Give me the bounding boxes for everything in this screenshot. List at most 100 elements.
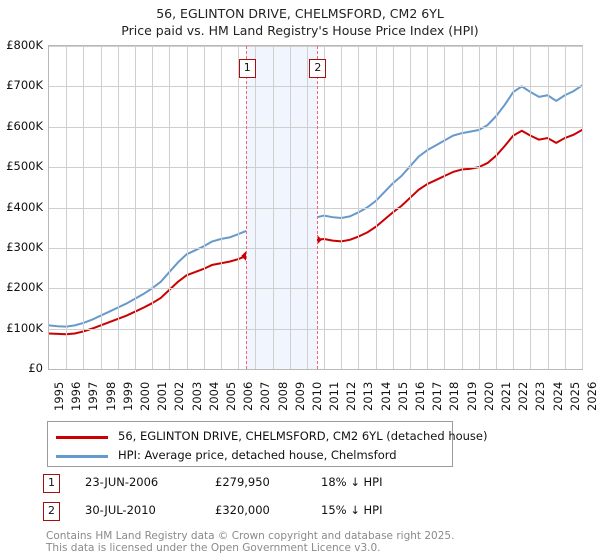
x-axis-tick-label: 1996 [69, 381, 84, 411]
gridline-vertical [134, 46, 136, 369]
legend-label: 56, EGLINTON DRIVE, CHELMSFORD, CM2 6YL … [118, 429, 488, 443]
x-axis-tick-label: 2007 [258, 381, 273, 411]
gridline-vertical [341, 46, 343, 369]
gridline-vertical [324, 46, 326, 369]
x-axis-tick-label: 2011 [327, 381, 342, 411]
transactions-table: 1 23-JUN-2006 £279,950 18% ↓ HPI 2 30-JUL-201… [43, 474, 463, 530]
gridline-vertical [444, 46, 446, 369]
x-axis-tick-label: 2005 [223, 381, 238, 411]
transaction-marker-line [246, 46, 248, 369]
footer-line-1: Contains HM Land Registry data © Crown c… [46, 530, 455, 542]
gridline-horizontal [49, 247, 582, 249]
gridline-vertical [410, 46, 412, 369]
gridline-vertical [186, 46, 188, 369]
x-axis-tick-label: 2004 [206, 381, 221, 411]
x-axis-tick-label: 2018 [447, 381, 462, 411]
gridline-vertical [564, 46, 566, 369]
gridline-horizontal [49, 328, 582, 330]
x-axis-tick-label: 1995 [52, 381, 66, 411]
gridline-vertical [392, 46, 394, 369]
x-axis-tick-label: 2006 [241, 381, 256, 411]
gridline-vertical [272, 46, 274, 369]
transaction-index-badge: 1 [43, 474, 60, 493]
gridline-vertical [220, 46, 222, 369]
chart-legend: 56, EGLINTON DRIVE, CHELMSFORD, CM2 6YL … [47, 421, 488, 467]
transaction-callout-1[interactable]: 1 [238, 59, 256, 78]
legend-color-swatch [56, 455, 108, 458]
x-axis-tick-label: 2012 [344, 381, 359, 411]
gridline-vertical [66, 46, 68, 369]
table-row[interactable]: 1 23-JUN-2006 £279,950 18% ↓ HPI [43, 474, 463, 502]
transaction-price: £279,950 [215, 475, 270, 489]
table-row[interactable]: 2 30-JUL-2010 £320,000 15% ↓ HPI [43, 502, 463, 530]
gridline-vertical [461, 46, 463, 369]
x-axis-tick-label: 2021 [499, 381, 514, 411]
gridline-vertical [582, 46, 583, 369]
footer-attribution: Contains HM Land Registry data © Crown c… [46, 530, 586, 554]
gridline-vertical [289, 46, 291, 369]
chart-title-block: 56, EGLINTON DRIVE, CHELMSFORD, CM2 6YL … [0, 0, 600, 39]
transaction-hpi-delta: 15% ↓ HPI [321, 503, 383, 517]
x-axis-tick-label: 2001 [155, 381, 170, 411]
transaction-price: £320,000 [215, 503, 270, 517]
gridline-vertical [238, 46, 240, 369]
gridline-vertical [496, 46, 498, 369]
page-subtitle: Price paid vs. HM Land Registry's House … [121, 23, 479, 38]
x-axis-tick-label: 1999 [120, 381, 135, 411]
x-axis-tick-label: 2003 [189, 381, 204, 411]
gridline-vertical [547, 46, 549, 369]
x-axis-tick-label: 2020 [481, 381, 496, 411]
gridline-horizontal [49, 46, 582, 47]
x-axis-tick-label: 2013 [361, 381, 376, 411]
gridline-vertical [83, 46, 85, 369]
x-axis-tick-label: 2017 [430, 381, 445, 411]
gridline-vertical [152, 46, 154, 369]
gridline-vertical [478, 46, 480, 369]
x-axis-tick-label: 2002 [172, 381, 187, 411]
x-axis-labels: 1995 1996 1997 1998 1999 2000 2001 2002 2003 2004… [48, 373, 599, 415]
gridline-horizontal [49, 167, 582, 169]
gridline-vertical [169, 46, 171, 369]
x-axis-tick-label: 2016 [413, 381, 428, 411]
gridline-vertical [530, 46, 532, 369]
gridline-vertical [117, 46, 119, 369]
x-axis-tick-label: 2022 [516, 381, 531, 411]
transaction-date: 23-JUN-2006 [85, 475, 159, 489]
legend-color-swatch [56, 436, 108, 439]
gridline-horizontal [49, 126, 582, 128]
transaction-callout-2[interactable]: 2 [309, 59, 327, 78]
x-axis-tick-label: 2019 [464, 381, 479, 411]
legend-label: HPI: Average price, detached house, Chel… [118, 448, 397, 462]
x-axis-tick-label: 2000 [137, 381, 152, 411]
gridline-horizontal [49, 288, 582, 290]
transaction-marker-line [316, 46, 318, 369]
x-axis-tick-label: 2010 [309, 381, 324, 411]
x-axis-tick-label: 2015 [395, 381, 410, 411]
x-axis-tick-label: 1998 [103, 381, 118, 411]
gridline-vertical [375, 46, 377, 369]
footer-line-2: This data is licensed under the Open Gov… [46, 542, 381, 554]
gridline-vertical [306, 46, 308, 369]
gridline-vertical [100, 46, 102, 369]
gridline-horizontal [49, 86, 582, 88]
x-axis-tick-label: 2023 [533, 381, 548, 411]
x-axis-tick-label: 2025 [567, 381, 582, 411]
x-axis-tick-label: 2026 [585, 381, 599, 411]
gridline-horizontal [49, 207, 582, 209]
gridline-vertical [427, 46, 429, 369]
x-axis-tick-label: 1997 [86, 381, 101, 411]
transaction-date: 30-JUL-2010 [85, 503, 156, 517]
gridline-vertical [358, 46, 360, 369]
x-axis-tick-label: 2014 [378, 381, 393, 411]
x-axis-tick-label: 2009 [292, 381, 307, 411]
gridline-vertical [203, 46, 205, 369]
transaction-hpi-delta: 18% ↓ HPI [321, 475, 383, 489]
x-axis-tick-label: 2008 [275, 381, 290, 411]
transaction-index-badge: 2 [43, 502, 60, 521]
gridline-vertical [513, 46, 515, 369]
x-axis-tick-label: 2024 [550, 381, 565, 411]
gridline-vertical [255, 46, 257, 369]
page-title: 56, EGLINTON DRIVE, CHELMSFORD, CM2 6YL [156, 6, 444, 21]
